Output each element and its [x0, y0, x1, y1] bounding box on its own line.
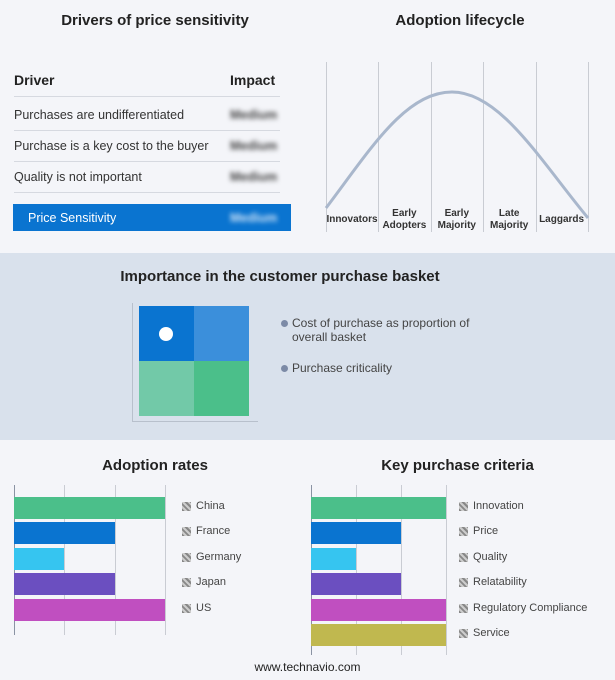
- row-separator: [14, 161, 280, 162]
- grid-line: [114, 485, 116, 635]
- bar-label: Service: [473, 627, 510, 639]
- bar: [311, 573, 401, 596]
- bar-label: France: [196, 525, 231, 538]
- matrix-cell: [194, 361, 249, 416]
- grid-line: [165, 485, 166, 635]
- driver-label: Quality is not important: [14, 170, 142, 184]
- grid-line: [356, 485, 357, 655]
- matrix-axis: [132, 421, 258, 422]
- legend-swatch: [182, 527, 191, 537]
- legend-swatch: [182, 578, 191, 588]
- stage-divider: [588, 62, 589, 232]
- stage-label: Early Majority: [437, 208, 476, 231]
- bar-label: Innovation: [473, 500, 524, 512]
- header-driver: Driver: [14, 72, 55, 88]
- legend-swatch: [459, 527, 468, 537]
- grid-line: [401, 485, 402, 655]
- bar: [14, 598, 165, 621]
- matrix-axis: [132, 303, 133, 421]
- bar-label: Quality: [473, 550, 508, 563]
- driver-label: Purchase is a key cost to the buyer: [14, 139, 209, 153]
- stage-divider: [378, 62, 380, 232]
- bar-label: Germany: [196, 550, 242, 563]
- matrix-dot: [159, 327, 173, 341]
- summary-impact: Medium: [230, 211, 278, 225]
- legend-swatch: [182, 502, 191, 511]
- grid-line: [446, 485, 447, 655]
- legend-swatch: [182, 603, 191, 613]
- legend-swatch: [459, 629, 468, 638]
- adoption-title: Adoption rates: [102, 457, 208, 474]
- driver-label: Purchases are undifferentiated: [14, 108, 185, 122]
- lifecycle-title: Adoption lifecycle: [395, 12, 525, 29]
- bar-label: Relatability: [473, 576, 527, 589]
- bar: [14, 547, 65, 570]
- grid-line: [64, 485, 66, 635]
- lifecycle-curve-layer: [324, 90, 590, 219]
- lifecycle-curve: [324, 90, 590, 219]
- axis-line: [311, 485, 312, 655]
- summary-label: Price Sensitivity: [28, 211, 117, 225]
- bar-label: Price: [473, 525, 499, 538]
- legend-swatch: [459, 502, 468, 511]
- stage-divider: [483, 62, 485, 232]
- legend-swatch: [459, 603, 468, 613]
- legend-swatch: [459, 578, 468, 588]
- footer: www.technavio.com: [254, 660, 361, 674]
- legend-dot: [281, 365, 288, 372]
- bar: [14, 522, 115, 545]
- driver-impact: Medium: [230, 170, 278, 184]
- legend-dot: [281, 320, 288, 327]
- header-separator: [14, 96, 280, 97]
- drivers-title: Drivers of price sensitivity: [61, 12, 249, 29]
- matrix-cell: [194, 306, 249, 361]
- bar: [14, 497, 165, 519]
- stage-divider: [326, 62, 327, 232]
- matrix-cell: [139, 361, 194, 416]
- legend-label: Cost of purchase as proportion of overal…: [292, 316, 470, 344]
- bar-label: Regulatory Compliance: [473, 601, 588, 614]
- bar: [14, 573, 115, 596]
- driver-impact: Medium: [230, 139, 278, 153]
- legend-swatch: [182, 552, 191, 562]
- bar: [311, 598, 446, 621]
- bar: [311, 624, 446, 646]
- row-separator: [14, 192, 280, 193]
- stage-label: Laggards: [539, 214, 585, 225]
- stage-label: Late Majority: [490, 208, 529, 231]
- stage-label: Early Adopters: [382, 208, 427, 231]
- legend-swatch: [459, 552, 468, 562]
- stage-divider: [430, 62, 432, 232]
- kpc-title: Key purchase criteria: [381, 457, 534, 474]
- driver-impact: Medium: [230, 108, 278, 122]
- middle-band: [0, 253, 615, 440]
- row-separator: [14, 130, 280, 131]
- bar: [311, 497, 446, 519]
- stage-label: Innovators: [326, 214, 378, 225]
- bar-label: China: [196, 500, 225, 512]
- bar: [311, 522, 401, 545]
- stage-divider: [535, 62, 537, 232]
- basket-title: Importance in the customer purchase bask…: [120, 268, 440, 285]
- bar: [311, 547, 356, 570]
- bar-label: Japan: [196, 576, 226, 589]
- bar-label: US: [196, 601, 212, 614]
- legend-label: Purchase criticality: [292, 361, 393, 375]
- header-impact: Impact: [230, 72, 276, 88]
- summary-box: Price Sensitivity Medium: [13, 204, 291, 231]
